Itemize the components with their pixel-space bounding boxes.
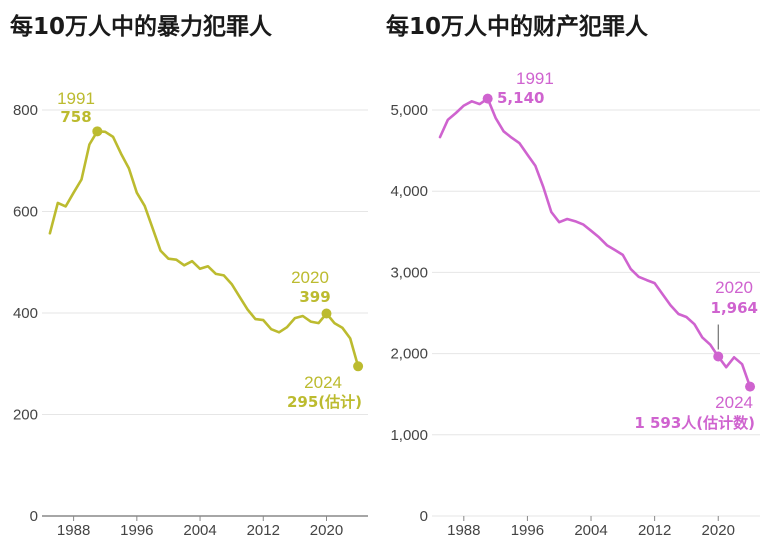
annotation-value: 399 — [299, 288, 330, 306]
x-tick-label: 2012 — [247, 522, 280, 539]
y-tick-label: 1,000 — [390, 427, 428, 444]
y-tick-label: 2,000 — [390, 346, 428, 363]
annotation-value: 1 593人(估计数) — [634, 414, 755, 432]
annotation-value: 758 — [60, 108, 91, 126]
y-tick-label: 5,000 — [390, 102, 428, 119]
x-tick-label: 2004 — [574, 522, 607, 539]
x-tick-label: 2020 — [310, 522, 343, 539]
x-tick-label: 2020 — [702, 522, 735, 539]
y-tick-label: 800 — [13, 102, 38, 119]
annotation-point — [92, 126, 103, 137]
y-tick-label: 0 — [30, 508, 38, 525]
annotation-value: 5,140 — [497, 89, 544, 107]
annotation-point — [713, 351, 724, 362]
x-tick-label: 2012 — [638, 522, 671, 539]
annotation-point — [482, 93, 493, 104]
x-tick-label: 1988 — [57, 522, 90, 539]
annotation-year: 1991 — [57, 89, 95, 108]
annotation-year: 2024 — [715, 393, 753, 412]
annotation-value: 1,964 — [711, 299, 758, 317]
x-tick-label: 2004 — [183, 522, 216, 539]
x-tick-label: 1996 — [511, 522, 544, 539]
annotation-year: 1991 — [516, 69, 554, 88]
y-tick-label: 600 — [13, 204, 38, 221]
y-tick-label: 0 — [420, 508, 428, 525]
violent-crime-title: 每10万人中的暴力犯罪人 — [10, 14, 273, 40]
y-tick-label: 400 — [13, 305, 38, 322]
series-line — [438, 97, 752, 388]
annotation-point — [321, 308, 332, 319]
x-tick-label: 1996 — [120, 522, 153, 539]
annotation-year: 2020 — [715, 278, 753, 297]
annotation-value: 295(估计) — [287, 393, 362, 411]
y-tick-label: 200 — [13, 407, 38, 424]
y-tick-label: 3,000 — [390, 264, 428, 281]
x-tick-label: 1988 — [447, 522, 480, 539]
annotation-point — [745, 381, 756, 392]
annotation-point — [353, 361, 364, 372]
y-tick-label: 4,000 — [390, 183, 428, 200]
property-crime-title: 每10万人中的财产犯罪人 — [386, 14, 649, 40]
annotation-year: 2020 — [291, 268, 329, 287]
annotation-year: 2024 — [304, 373, 342, 392]
